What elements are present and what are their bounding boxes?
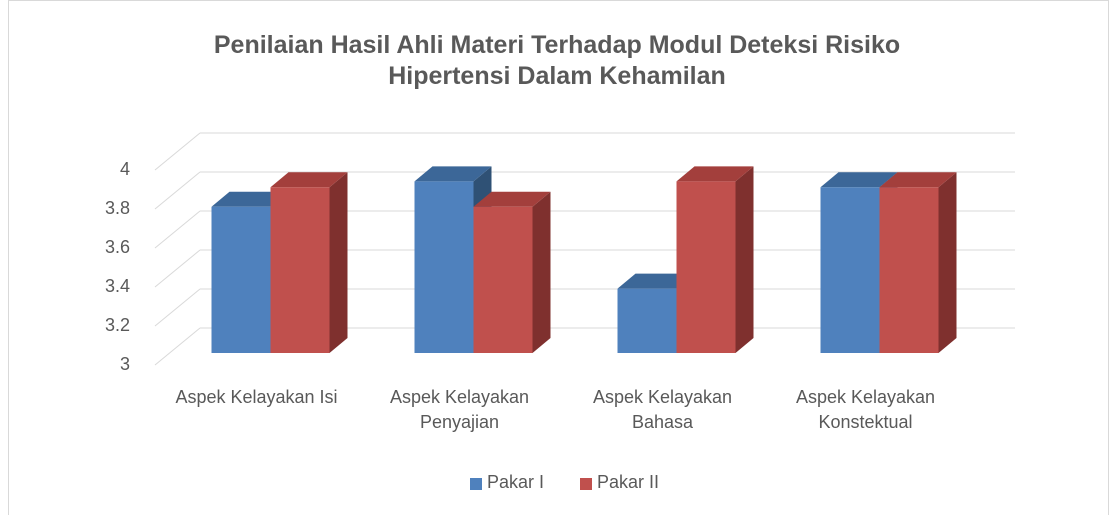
bar	[414, 181, 474, 353]
legend-swatch	[580, 478, 592, 490]
grid-line-depth	[154, 327, 201, 366]
bar-top	[820, 172, 898, 188]
grid-line-depth	[154, 249, 201, 288]
bar	[270, 187, 330, 353]
y-tick-label: 3.2	[104, 315, 130, 335]
bar-top	[617, 273, 695, 289]
y-tick-label: 3.8	[104, 198, 130, 218]
x-tick-label: Aspek Kelayakan Bahasa	[592, 387, 733, 432]
bar-top	[879, 172, 957, 188]
bar-side	[532, 191, 551, 353]
bar	[820, 187, 880, 353]
chart-title: Penilaian Hasil Ahli Materi Terhadap Mod…	[213, 31, 901, 90]
bar	[473, 206, 533, 353]
grid-line-depth	[154, 132, 201, 171]
x-tick-label: Aspek Kelayakan Penyajian	[389, 387, 530, 432]
y-tick-label: 3	[119, 354, 130, 374]
y-tick-label: 4	[119, 159, 130, 179]
legend-label: Pakar I	[487, 472, 545, 492]
legend-swatch	[470, 478, 482, 490]
bar-top	[473, 191, 551, 207]
legend-label: Pakar II	[597, 472, 660, 492]
chart-border	[8, 0, 1109, 515]
x-tick-label: Aspek Kelayakan Isi	[175, 387, 338, 407]
bar	[879, 187, 939, 353]
bar	[617, 288, 677, 353]
x-tick-label: Aspek Kelayakan Konstektual	[795, 387, 936, 432]
bar	[211, 206, 271, 353]
bar-top	[676, 166, 754, 182]
grid-line-depth	[154, 288, 201, 327]
bar	[676, 181, 736, 353]
grid-line-depth	[154, 171, 201, 210]
y-tick-label: 3.6	[104, 237, 130, 257]
bar-top	[414, 166, 492, 182]
bar-side	[938, 172, 957, 353]
bar-side	[329, 172, 348, 353]
y-tick-label: 3.4	[104, 276, 130, 296]
bar-top	[211, 191, 289, 207]
bar-top	[270, 172, 348, 188]
bar-side	[735, 166, 754, 353]
grid-line-depth	[154, 210, 201, 249]
